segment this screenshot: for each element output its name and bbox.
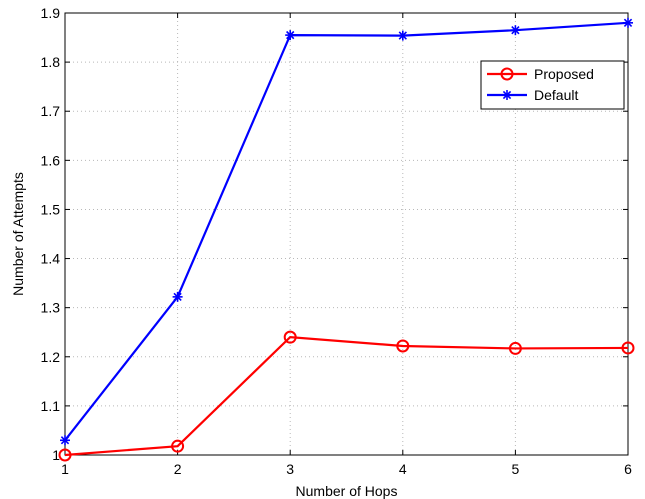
y-tick-label: 1.4 bbox=[41, 251, 61, 267]
x-tick-label: 4 bbox=[399, 461, 407, 477]
legend: Proposed Default bbox=[480, 60, 625, 110]
y-tick-label: 1.1 bbox=[41, 398, 61, 414]
grid-layer bbox=[65, 13, 628, 455]
asterisk-marker-stroke bbox=[398, 31, 407, 40]
data-point-proposed bbox=[508, 341, 522, 355]
legend-marker-default bbox=[502, 90, 512, 100]
y-tick-label: 1.5 bbox=[41, 201, 61, 217]
data-point-default bbox=[285, 30, 296, 41]
legend-label-default: Default bbox=[534, 87, 578, 103]
asterisk-marker-stroke bbox=[502, 90, 512, 100]
x-tick-label: 3 bbox=[286, 461, 294, 477]
data-point-proposed bbox=[283, 330, 297, 344]
x-tick-label: 5 bbox=[512, 461, 520, 477]
asterisk-marker-stroke bbox=[173, 292, 182, 302]
series-line-default bbox=[64, 21, 629, 441]
data-point-default bbox=[397, 30, 408, 41]
y-tick-label: 1.3 bbox=[41, 300, 61, 316]
series-line-proposed bbox=[64, 335, 629, 457]
y-axis-label: Number of Attempts bbox=[10, 172, 26, 296]
legend-marker-proposed bbox=[500, 67, 514, 81]
y-tick-label: 1.8 bbox=[41, 54, 61, 70]
y-tick-label: 1.2 bbox=[41, 349, 61, 365]
ticks-layer: 1 2 3 4 5 6 1 1.1 1.2 1.3 1.4 1.5 1.6 1.7 1.8 1.9 bbox=[41, 5, 633, 477]
data-point-default bbox=[623, 17, 633, 28]
x-axis-label: Number of Hops bbox=[296, 483, 398, 499]
data-point-proposed bbox=[58, 448, 72, 462]
data-point-default bbox=[172, 291, 183, 302]
asterisk-marker-stroke bbox=[60, 436, 70, 445]
x-tick-label: 6 bbox=[624, 461, 632, 477]
data-point-proposed bbox=[621, 341, 635, 355]
y-tick-label: 1 bbox=[52, 447, 60, 463]
x-tick-label: 2 bbox=[174, 461, 182, 477]
data-point-proposed bbox=[171, 439, 185, 453]
asterisk-marker-stroke bbox=[286, 30, 295, 40]
y-tick-label: 1.7 bbox=[41, 103, 61, 119]
legend-label-proposed: Proposed bbox=[534, 66, 594, 82]
x-tick-label: 1 bbox=[61, 461, 69, 477]
plot-area-frame bbox=[64, 12, 629, 456]
y-tick-label: 1.6 bbox=[41, 152, 61, 168]
data-point-default bbox=[510, 25, 521, 36]
data-point-proposed bbox=[396, 339, 410, 353]
data-point-default bbox=[60, 435, 70, 446]
asterisk-marker-stroke bbox=[623, 18, 633, 27]
asterisk-marker-stroke bbox=[511, 26, 520, 35]
y-tick-label: 1.9 bbox=[41, 5, 61, 21]
series-layer bbox=[58, 17, 635, 462]
